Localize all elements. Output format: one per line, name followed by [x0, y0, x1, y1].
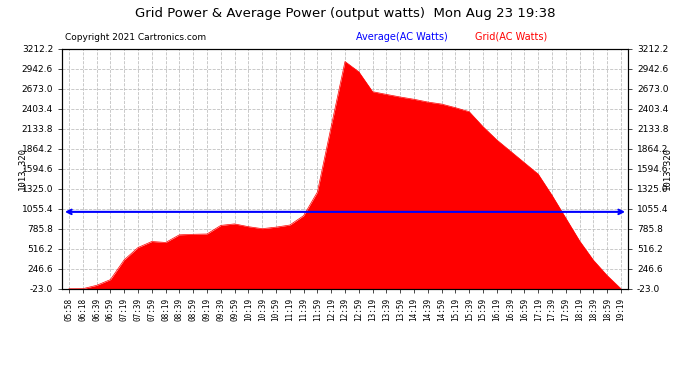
- Text: Copyright 2021 Cartronics.com: Copyright 2021 Cartronics.com: [65, 33, 206, 42]
- Text: 1013.320: 1013.320: [663, 147, 672, 190]
- Text: Grid(AC Watts): Grid(AC Watts): [475, 32, 547, 42]
- Text: Grid Power & Average Power (output watts)  Mon Aug 23 19:38: Grid Power & Average Power (output watts…: [135, 8, 555, 21]
- Text: 1013.320: 1013.320: [18, 147, 27, 190]
- Text: Average(AC Watts): Average(AC Watts): [356, 32, 448, 42]
